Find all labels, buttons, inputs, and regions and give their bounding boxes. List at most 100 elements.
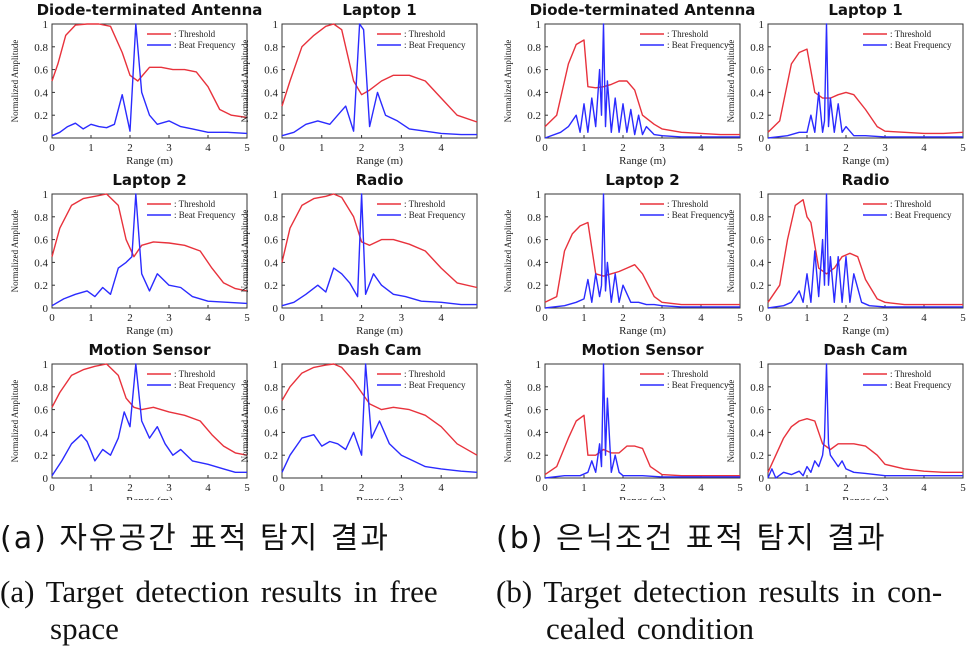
y-tick-label: 0.2 — [527, 450, 541, 462]
y-tick-label: 0.4 — [264, 427, 278, 439]
chart-title: Laptop 1 — [828, 1, 902, 19]
x-tick-label: 0 — [279, 312, 285, 324]
y-tick-label: 0.6 — [750, 235, 764, 247]
y-tick-label: 1 — [536, 189, 542, 201]
legend-beat-label: : Beat Frequency — [667, 40, 729, 50]
y-axis-label: Normalized Amplitude — [726, 40, 736, 123]
chart-title: Radio — [356, 171, 404, 189]
chart-panel: Dash Cam 0 1 2 3 4 5 0 0.2 0.4 0.6 0.8 1 Range (m) Nor… — [726, 341, 966, 500]
x-tick-label: 1 — [581, 142, 587, 154]
x-tick-label: 3 — [166, 312, 172, 324]
legend-beat-label: : Beat Frequency — [404, 210, 466, 220]
x-tick-label: 4 — [921, 142, 927, 154]
x-tick-label: 2 — [620, 312, 626, 324]
x-tick-label: 1 — [804, 482, 810, 494]
plot-frame — [544, 363, 741, 479]
threshold-line — [544, 221, 740, 306]
x-tick-label: 5 — [737, 482, 743, 494]
chart-title: Radio — [842, 171, 890, 189]
y-tick-label: 1 — [43, 359, 49, 371]
x-tick-label: 2 — [843, 312, 849, 324]
chart-panel: Radio 0 1 2 3 4 5 0 0.2 0.4 0.6 0.8 1 Range (m) Normal… — [726, 171, 966, 337]
y-tick-label: 0 — [759, 303, 765, 315]
x-axis-label: Range (m) — [842, 495, 889, 500]
y-tick-label: 0.4 — [527, 427, 541, 439]
y-tick-label: 0 — [536, 133, 542, 145]
caption-a-english: (a) Target detection results in free spa… — [0, 573, 470, 647]
plot-frame — [51, 363, 248, 479]
y-axis-label: Normalized Amplitude — [726, 380, 736, 463]
beat-frequency-line — [281, 363, 478, 473]
plot-frame — [767, 363, 964, 479]
y-tick-label: 0 — [43, 133, 49, 145]
legend-beat-label: : Beat Frequency — [890, 210, 952, 220]
legend-beat-label: : Beat Frequency — [890, 380, 952, 390]
y-tick-label: 0.6 — [527, 65, 541, 77]
y-axis-label: Normalized Amplitude — [726, 210, 736, 293]
y-tick-label: 0 — [536, 473, 542, 485]
x-axis-label: Range (m) — [842, 325, 889, 337]
x-axis-label: Range (m) — [356, 155, 403, 167]
y-tick-label: 0.6 — [527, 405, 541, 417]
y-tick-label: 0.8 — [750, 212, 764, 224]
x-axis-label: Range (m) — [619, 495, 666, 500]
y-tick-label: 0.4 — [750, 87, 764, 99]
x-tick-label: 0 — [765, 482, 771, 494]
plot-frame — [281, 23, 478, 139]
beat-frequency-line — [51, 363, 247, 477]
beat-frequency-line — [51, 193, 248, 307]
y-tick-label: 0.8 — [264, 382, 278, 394]
x-tick-label: 2 — [127, 312, 133, 324]
legend-beat-label: : Beat Frequency — [667, 210, 729, 220]
x-tick-label: 3 — [166, 482, 172, 494]
x-tick-label: 0 — [49, 312, 55, 324]
y-tick-label: 0.8 — [34, 42, 48, 54]
x-tick-label: 0 — [279, 482, 285, 494]
legend-threshold-label: : Threshold — [667, 29, 709, 39]
y-tick-label: 0.4 — [750, 427, 764, 439]
x-tick-label: 1 — [319, 142, 325, 154]
y-axis-label: Normalized Amplitude — [240, 210, 250, 293]
legend-beat-label: : Beat Frequency — [174, 380, 236, 390]
legend-threshold-label: : Threshold — [174, 369, 216, 379]
x-axis-label: Range (m) — [126, 155, 173, 167]
y-tick-label: 1 — [759, 189, 765, 201]
y-tick-label: 0.4 — [34, 257, 48, 269]
figure-charts: Diode-terminated Antenna 0 1 2 3 4 5 0 0.2 0.4 0.6… — [10, 1, 966, 500]
plot-frame — [281, 363, 478, 479]
x-tick-label: 4 — [205, 482, 211, 494]
x-tick-label: 3 — [882, 482, 888, 494]
chart-title: Laptop 2 — [605, 171, 679, 189]
threshold-line — [281, 23, 478, 123]
y-tick-label: 1 — [273, 189, 279, 201]
y-tick-label: 0.8 — [527, 382, 541, 394]
x-tick-label: 3 — [399, 312, 405, 324]
beat-frequency-line — [544, 193, 740, 309]
legend-threshold-label: : Threshold — [667, 199, 709, 209]
y-tick-label: 0.8 — [34, 382, 48, 394]
x-tick-label: 4 — [438, 482, 444, 494]
y-tick-label: 0 — [273, 303, 279, 315]
y-axis-label: Normalized Amplitude — [10, 380, 20, 463]
y-axis-label: Normalized Amplitude — [10, 40, 20, 123]
x-tick-label: 2 — [620, 142, 626, 154]
plot-frame — [51, 193, 248, 309]
caption-a-english-line2: space — [50, 611, 119, 646]
y-tick-label: 0 — [536, 303, 542, 315]
x-tick-label: 0 — [542, 482, 548, 494]
x-axis-label: Range (m) — [619, 325, 666, 337]
x-tick-label: 0 — [49, 482, 55, 494]
beat-frequency-line — [544, 363, 740, 479]
threshold-line — [281, 193, 478, 289]
legend-beat-label: : Beat Frequency — [404, 40, 466, 50]
y-tick-label: 0.2 — [750, 280, 764, 292]
y-tick-label: 1 — [536, 19, 542, 31]
chart-panel: Laptop 1 0 1 2 3 4 0 0.2 0.4 0.6 0.8 1 Range (m) Norm… — [240, 1, 478, 167]
y-tick-label: 0.2 — [34, 450, 48, 462]
x-axis-label: Range (m) — [126, 325, 173, 337]
x-tick-label: 1 — [804, 142, 810, 154]
y-axis-label: Normalized Amplitude — [503, 40, 513, 123]
x-tick-label: 2 — [359, 482, 365, 494]
y-tick-label: 0.2 — [750, 110, 764, 122]
beat-frequency-line — [767, 23, 963, 139]
